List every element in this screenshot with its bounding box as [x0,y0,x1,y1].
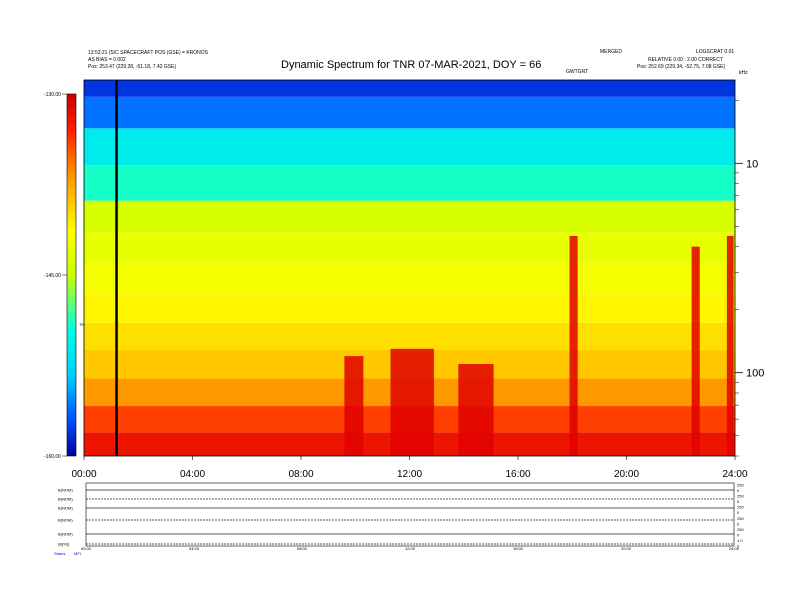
colorbar-tick-label: -145.00 [44,273,61,279]
time-axis: 00:00 04:00 08:00 12:00 16:00 20:00 24:00 [71,456,748,480]
colorbar-label: TNR [79,322,87,327]
time-tick-label: 04:00 [180,469,205,480]
spectrum-band [84,128,735,166]
radio-burst [344,356,364,456]
colorbar-ticks: -130.00 -145.00 -160.00 [44,92,67,460]
frequency-tick-label: 10 [746,158,758,170]
bottom-right-tick-label: 250 [737,505,744,510]
spectrum-band [84,165,735,201]
bottom-time-tick-label: 04:00 [189,546,200,551]
header-left-line2: AS BIAS = 0.002 [88,57,126,63]
bottom-time-tick-label: 16:00 [513,546,524,551]
spectrum-band [84,200,735,233]
radio-burst [569,235,578,456]
bottom-right-tick-label: 1.0 [737,538,743,543]
colorbar [66,93,77,457]
header-right-line4: Pos: 252.69 (229.34, -52.75, 7.08 GSE) [637,64,726,70]
bottom-row-label: B(NOM) [58,532,73,537]
bottom-right-tick-label: 0 [737,532,740,537]
bottom-right-tick-label: 250 [737,483,744,488]
bottom-row-label: B(NOM) [58,518,73,523]
bottom-time-tick-label: 08:00 [297,546,308,551]
bottom-right-tick-label: 0 [737,521,740,526]
colorbar-tick-label: -130.00 [44,92,61,98]
frequency-axis: 100 10 [735,100,764,457]
colorbar-tick-label: -160.00 [44,454,61,460]
bottom-time-tick-label: 24:00 [729,546,740,551]
header-center-tag: GWTGNT [566,69,589,75]
bottom-right-tick-label: 0 [737,544,740,549]
spectrum-band [84,322,735,350]
time-tick-label: 16:00 [505,469,530,480]
header-left-line1: 13:53:21 (S/C SPACECRAFT POS (GSE) = KRO… [88,50,208,56]
bottom-right-tick-label: 250 [737,527,744,532]
time-tick-label: 00:00 [71,469,96,480]
frequency-tick-label: 100 [746,368,764,380]
bottom-panel: B(NOM)B(NOM)B(NOM)B(NOM)B(NOM)(B[%])2500… [54,483,744,557]
bottom-row-label: B(NOM) [58,506,73,511]
time-tick-label: 08:00 [288,469,313,480]
radio-burst [390,348,434,456]
radio-burst [691,246,700,456]
bottom-right-tick-label: 0 [737,499,740,504]
header-right-line2: LOGSCRAT 0.01 [696,49,735,55]
spectrum-band [84,262,735,295]
mfi-label: MFI [74,551,81,556]
bottom-right-tick-label: 0 [737,510,740,515]
bottom-right-tick-label: 250 [737,516,744,521]
spectrogram [84,80,735,456]
spectrum-band [84,80,735,97]
header-left-line3: Pos: 253.47 (229.28, -51.18, 7.42 GSE) [88,64,177,70]
radio-burst [458,364,494,456]
bottom-time-tick-label: 00:00 [81,546,92,551]
chart-title: Dynamic Spectrum for TNR 07-MAR-2021, DO… [281,59,542,71]
spectrum-band [84,96,735,129]
time-tick-label: 12:00 [397,469,422,480]
time-tick-label: 24:00 [722,469,747,480]
bottom-right-tick-label: 250 [737,494,744,499]
bottom-row-label: B(NOM) [58,497,73,502]
bottom-row-label: B(NOM) [58,488,73,493]
radio-burst [726,235,734,456]
time-tick-label: 20:00 [614,469,639,480]
frequency-unit-label: kHz [739,70,748,76]
status-label: Status [54,551,65,556]
bottom-right-tick-label: 0 [737,488,740,493]
bottom-row-label: (B[%]) [58,542,70,547]
header-right-line1: MERGED [600,49,622,55]
spectrum-band [84,232,735,263]
header-right-line3: RELATIVE 0.00 : 2.00 CORRECT [648,57,723,63]
spectrum-band [84,294,735,323]
bottom-time-tick-label: 12:00 [405,546,416,551]
bottom-panel-frame [85,482,735,547]
bottom-time-tick-label: 20:00 [621,546,632,551]
